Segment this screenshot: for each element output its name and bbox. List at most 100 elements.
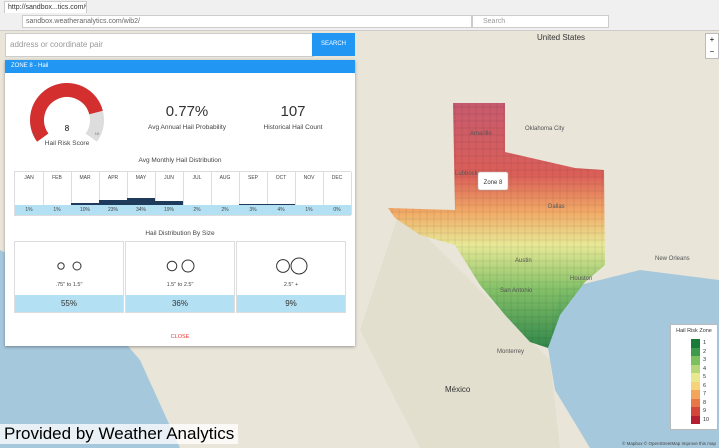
popup-text: Zone 8: [484, 180, 503, 186]
month-value: 3%: [239, 205, 267, 215]
zone-panel: ZONE 8 - Hail 8 0 10 Hail Risk Score 0.7…: [5, 60, 355, 346]
stat: 0.77% Avg Annual Hail Probability: [127, 103, 247, 131]
month-label: DEC: [331, 175, 343, 181]
legend-label: 2: [703, 348, 707, 355]
size-label: .75" to 1.5": [55, 282, 83, 288]
zoom-out[interactable]: −: [709, 47, 715, 56]
stat: 107 Historical Hail Count: [233, 103, 353, 131]
hailstone: [166, 260, 178, 272]
month-bar: [239, 204, 267, 205]
zoom-in[interactable]: +: [709, 35, 715, 44]
legend-swatch: [691, 356, 700, 365]
stat-label: Historical Hail Count: [263, 124, 323, 131]
month-label: SEP: [247, 175, 258, 181]
month-label: APR: [107, 175, 119, 181]
legend: Hail Risk Zone 1 2 3 4 5 6 7 8 9 10: [670, 324, 718, 430]
legend-label: 7: [703, 391, 707, 397]
month-bar: [99, 200, 127, 205]
mexico-relief: [360, 210, 560, 448]
browser-chrome: http://sandbox...tics.com/wib2/ sandbox.…: [0, 0, 719, 31]
month-cell: JUN 19%: [155, 172, 184, 215]
attribution: © Mapbox © OpenStreetMap Improve this ma…: [622, 440, 716, 446]
month-value: 1%: [295, 205, 323, 215]
map-label: Monterrey: [497, 349, 524, 355]
size-table: .75" to 1.5" 55% 1.5" to 2.5" 36% 2.5" + 9%: [14, 241, 350, 313]
gauge-value: 8: [65, 124, 70, 133]
month-cell: JUL 2%: [183, 172, 212, 215]
month-value: 34%: [127, 205, 155, 215]
gauge: 8 0 10 Hail Risk Score: [30, 83, 104, 147]
map-label: Amarillo: [470, 131, 492, 137]
map-label: Oklahoma City: [525, 126, 564, 132]
legend-label: 8: [703, 399, 707, 406]
month-cell: FEB 1%: [43, 172, 72, 215]
legend-label: 4: [703, 365, 707, 372]
gauge-label: Hail Risk Score: [45, 140, 90, 147]
map-label: Austin: [515, 258, 532, 264]
legend-label: 9: [703, 408, 707, 414]
risk-grid: [388, 103, 605, 348]
size-value: 55%: [15, 295, 123, 312]
legend-swatch: [691, 364, 700, 373]
month-value: 1%: [15, 205, 43, 215]
size-label: 1.5" to 2.5": [166, 282, 194, 288]
legend-swatch: [691, 373, 700, 382]
month-label: AUG: [219, 175, 231, 181]
legend-label: 6: [703, 382, 707, 389]
stat-value: 107: [280, 103, 306, 120]
month-value: 0%: [323, 205, 351, 215]
legend-swatch: [691, 339, 700, 348]
size-cell: .75" to 1.5" 55%: [14, 241, 124, 313]
section-title: Hail Distribution By Size: [145, 230, 215, 237]
map-label: San Antonio: [500, 288, 533, 294]
gauge-max: 10: [95, 131, 100, 136]
size-cell: 1.5" to 2.5" 36%: [125, 241, 235, 313]
month-cell: JAN 1%: [15, 172, 44, 215]
search-input[interactable]: address or coordinate pair: [5, 33, 314, 57]
month-cell: AUG 2%: [211, 172, 240, 215]
gauge-min: 0: [34, 131, 37, 136]
gauge-fill: [30, 83, 103, 142]
month-value: 10%: [71, 205, 99, 215]
search-button[interactable]: SEARCH: [312, 33, 355, 56]
size-cell: 2.5" + 9%: [236, 241, 346, 313]
month-label: JUL: [192, 175, 202, 181]
hailstone: [276, 259, 290, 273]
hail-icon: [57, 261, 82, 271]
month-value: 19%: [155, 205, 183, 215]
tab[interactable]: http://sandbox...tics.com/wib2/: [4, 1, 87, 13]
month-cell: OCT 4%: [267, 172, 296, 215]
close-button[interactable]: CLOSE: [170, 334, 190, 340]
address-bar[interactable]: sandbox.weatheranalytics.com/wib2/: [22, 15, 472, 28]
hail-icon: [166, 259, 195, 273]
size-label: 2.5" +: [283, 282, 299, 288]
hailstone: [72, 261, 82, 271]
legend-label: 10: [703, 416, 710, 423]
month-cell: NOV 1%: [295, 172, 324, 215]
zoom-controls: + −: [705, 33, 719, 59]
month-cell: DEC 0%: [323, 172, 352, 215]
map-label: México: [445, 385, 471, 394]
popup[interactable]: [477, 171, 509, 191]
month-cell: MAR 10%: [71, 172, 100, 215]
monthly-table: JAN 1% FEB 1% MAR 10% APR 23% MAY 34% JUN 19% JUL 2% A…: [14, 171, 352, 216]
hail-icon: [276, 257, 308, 275]
month-bar: [267, 204, 295, 205]
browser-search[interactable]: Search: [472, 15, 609, 28]
month-label: JAN: [24, 175, 34, 181]
month-label: MAY: [135, 175, 147, 181]
map-label: Lubbock: [455, 171, 479, 177]
footer: Provided by Weather Analytics: [0, 424, 239, 444]
hailstone: [290, 257, 308, 275]
legend-label: 5: [703, 374, 707, 380]
month-value: 23%: [99, 205, 127, 215]
legend-swatch: [691, 390, 700, 399]
legend-swatch: [691, 415, 700, 424]
legend-title: Hail Risk Zone: [676, 328, 712, 334]
legend-swatch: [691, 381, 700, 390]
month-cell: APR 23%: [99, 172, 128, 215]
month-bar: [127, 198, 155, 205]
legend-swatch: [691, 407, 700, 416]
month-label: OCT: [275, 175, 287, 181]
legend-label: 3: [703, 357, 707, 363]
